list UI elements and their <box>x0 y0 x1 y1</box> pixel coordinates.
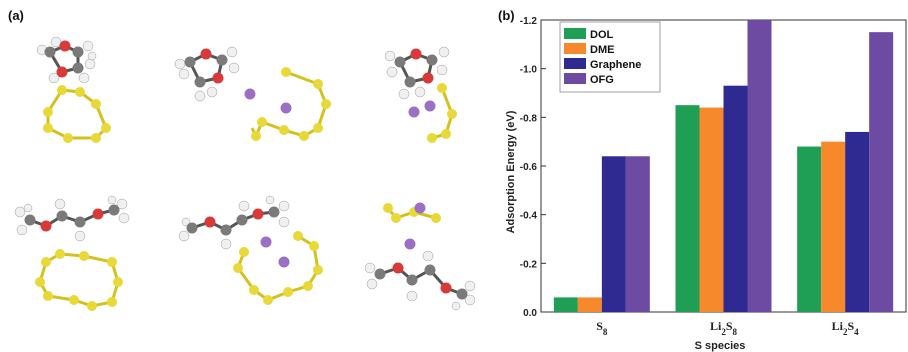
chart-legend: DOL DME Graphene OFG <box>559 21 661 93</box>
x-axis-categories: S8 Li2S8 Li2S4 <box>596 319 859 337</box>
x-category-label: S8 <box>596 319 608 337</box>
bar-dme-s8 <box>577 297 602 312</box>
y-tick-label: -0.4 <box>520 211 538 222</box>
bar-graphene-li2s4 <box>845 131 870 312</box>
y-axis-title: Adsorption Energy (eV) <box>505 110 517 233</box>
dme-li2s4-structure <box>364 202 476 311</box>
x-category-label: Li2S8 <box>710 319 738 337</box>
bar-ofg-li2s4 <box>869 32 894 313</box>
legend-swatch-graphene <box>564 58 586 69</box>
x-axis-title: S species <box>695 340 746 352</box>
molecular-structures-panel <box>14 36 476 311</box>
bar-graphene-s8 <box>601 156 626 312</box>
y-tick-label: -1.0 <box>520 65 538 76</box>
legend-swatch-ofg <box>564 73 586 84</box>
bar-dol-s8 <box>553 297 578 312</box>
legend-label-dol: DOL <box>590 29 614 41</box>
y-tick-label: -0.8 <box>520 113 538 124</box>
dol-li2s8-structure <box>174 46 331 141</box>
legend-swatch-dol <box>564 28 586 39</box>
y-tick-label: -0.2 <box>520 259 538 270</box>
panel-a-label: (a) <box>8 8 24 23</box>
dme-s8-structure <box>14 195 130 311</box>
panel-b-label: (b) <box>498 8 515 23</box>
bar-dol-li2s8 <box>675 105 700 313</box>
bar-dol-li2s4 <box>797 146 822 312</box>
bar-graphene-li2s8 <box>723 85 748 312</box>
legend-label-ofg: OFG <box>590 74 614 86</box>
y-tick-label: -1.2 <box>520 16 538 27</box>
y-tick-label: -0.6 <box>520 162 538 173</box>
bar-dme-li2s4 <box>821 141 846 312</box>
bar-dme-li2s8 <box>699 107 724 312</box>
dol-s8-structure <box>36 36 111 143</box>
dme-li2s8-structure <box>178 195 323 305</box>
y-axis-ticks: -1.2 -1.0 -0.8 -0.6 -0.4 -0.2 0.0 <box>520 16 546 319</box>
bar-ofg-s8 <box>625 156 650 312</box>
dol-li2s4-structure <box>384 46 457 143</box>
bar-ofg-li2s8 <box>747 20 772 312</box>
legend-swatch-dme <box>564 43 586 54</box>
legend-label-dme: DME <box>590 44 614 56</box>
legend-label-graphene: Graphene <box>590 59 641 71</box>
y-tick-label: 0.0 <box>523 308 537 319</box>
chart-bars <box>553 20 894 313</box>
x-category-label: Li2S4 <box>832 319 860 337</box>
